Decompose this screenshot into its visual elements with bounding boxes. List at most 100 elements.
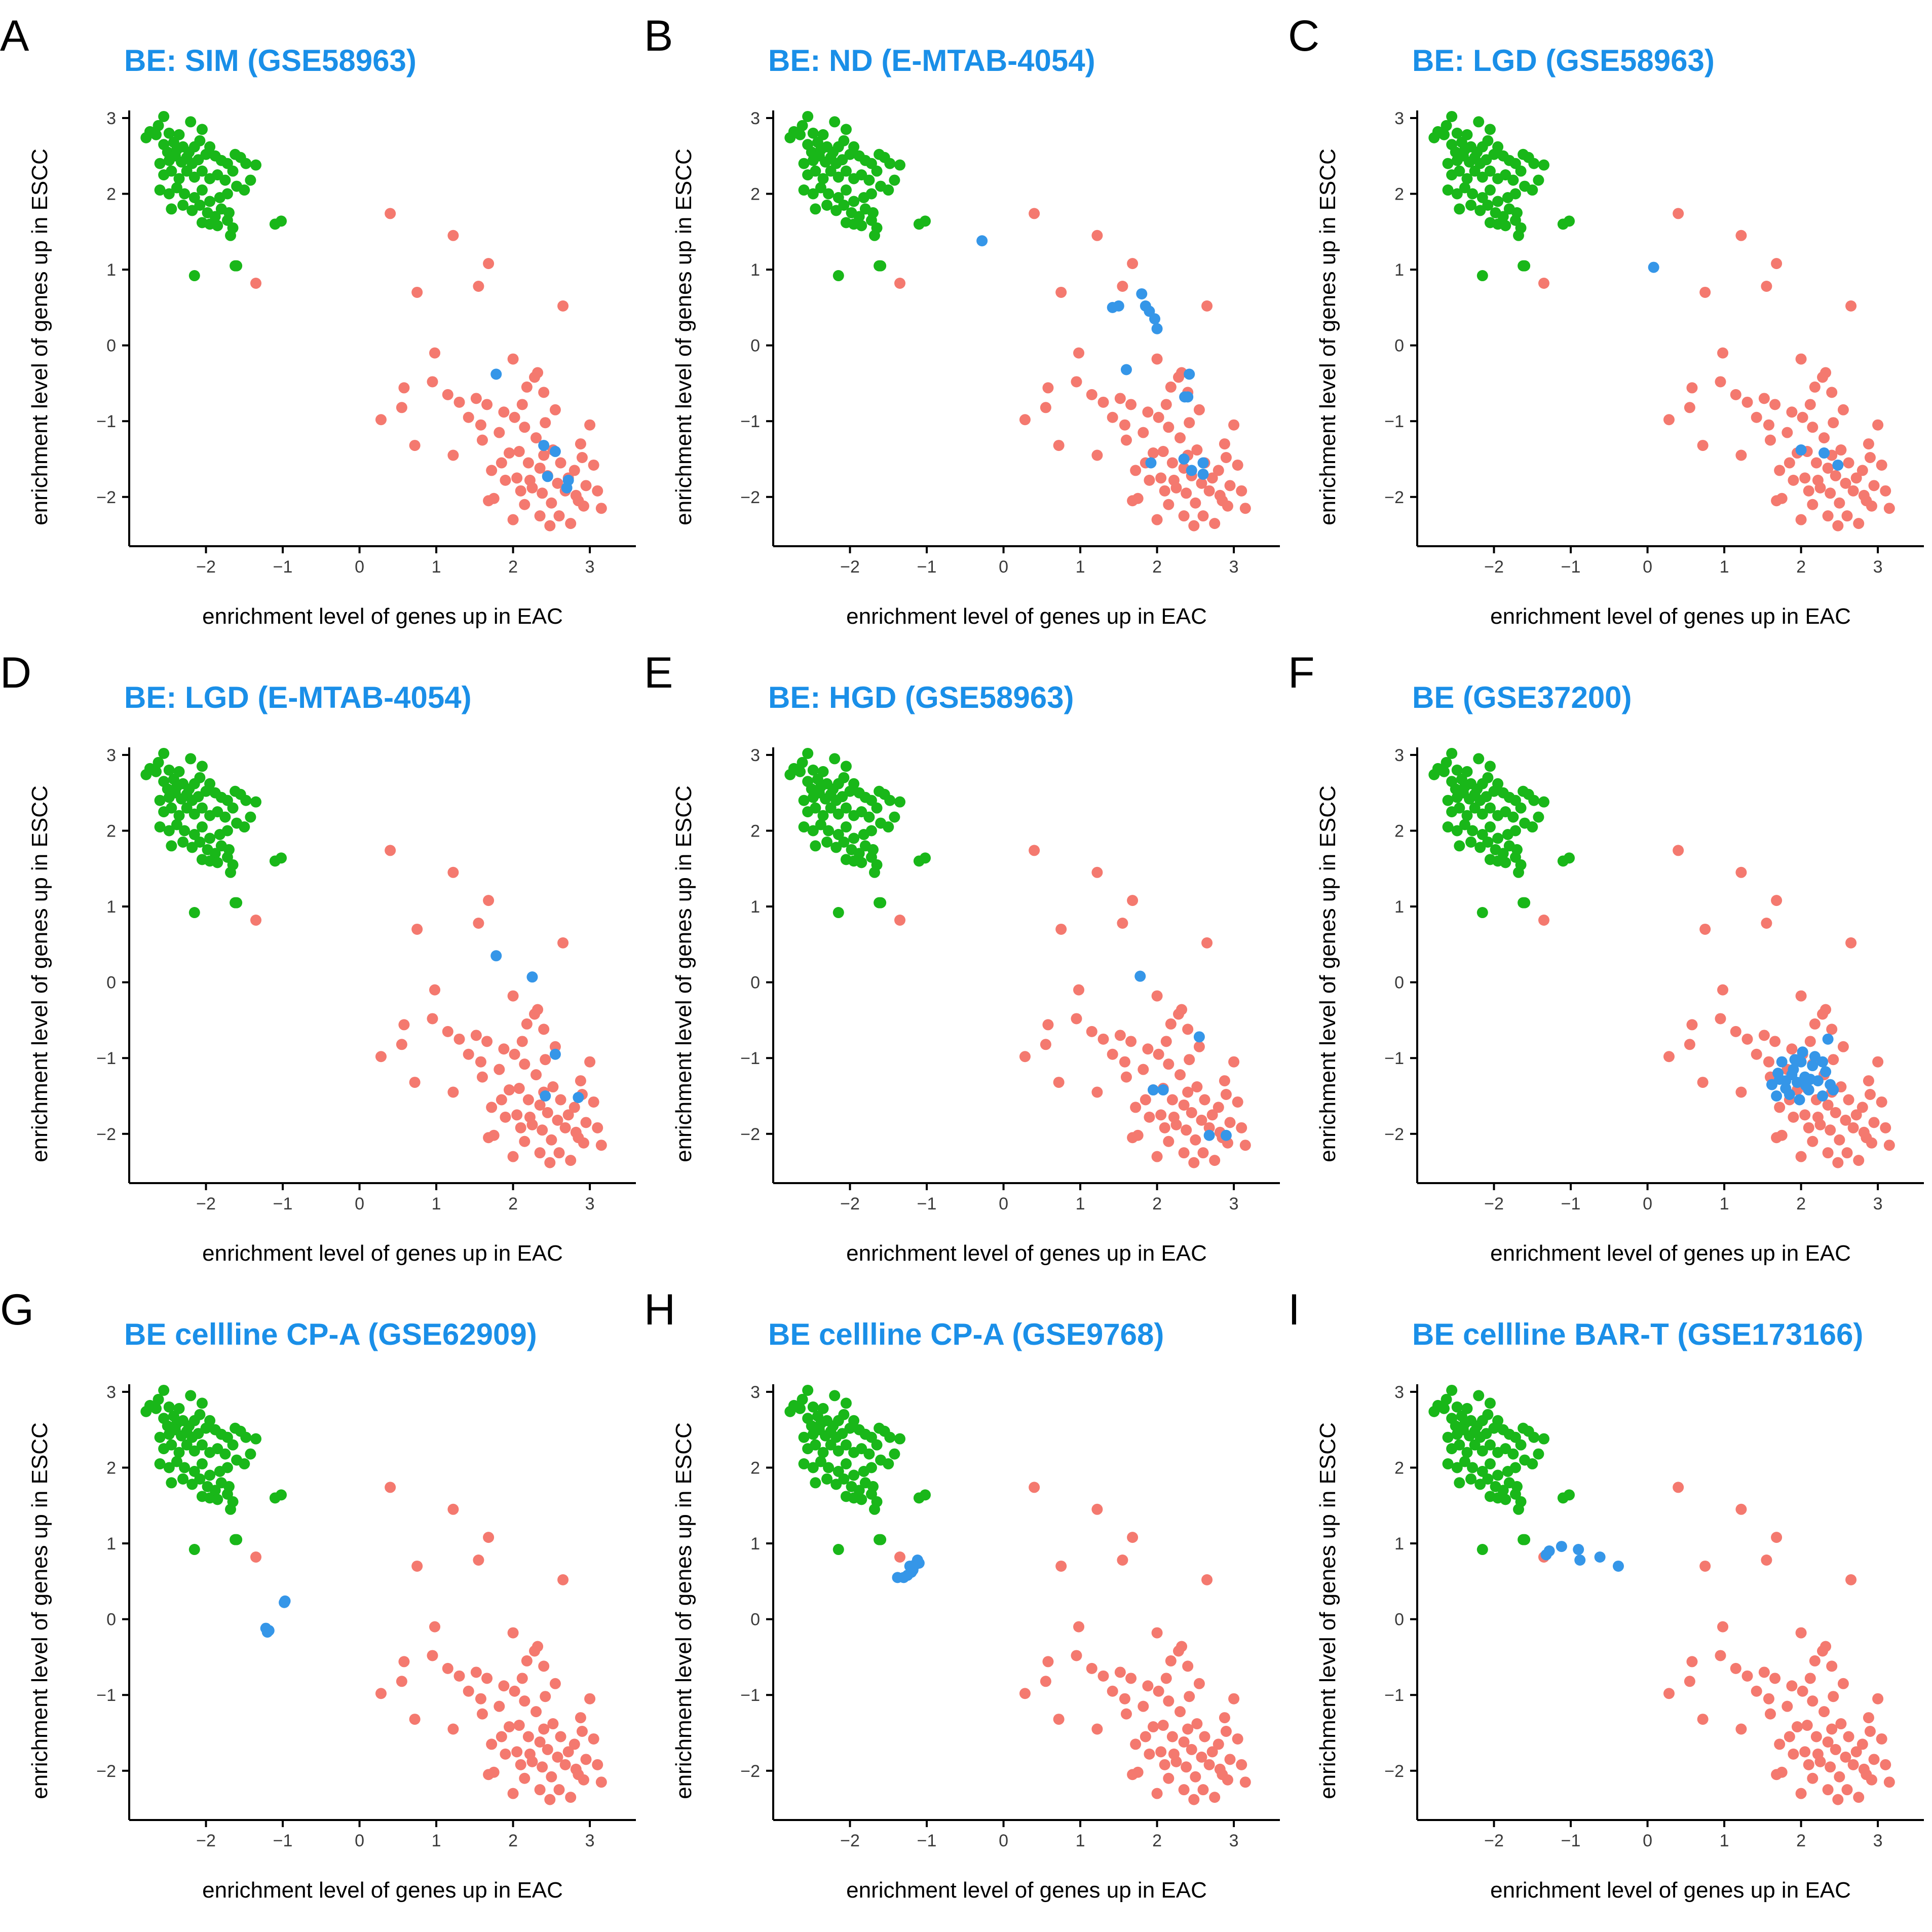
eac-point bbox=[549, 1678, 561, 1689]
escc-point bbox=[227, 802, 239, 814]
escc-point bbox=[1451, 188, 1463, 200]
y-tick-label: 3 bbox=[1394, 1383, 1404, 1402]
be-point bbox=[1820, 1066, 1832, 1078]
eac-point bbox=[1782, 427, 1793, 438]
escc-point bbox=[829, 1390, 841, 1401]
be-point bbox=[1148, 1084, 1159, 1096]
eac-point bbox=[1826, 1723, 1838, 1735]
eac-point bbox=[1840, 1114, 1851, 1126]
escc-point bbox=[871, 1439, 883, 1451]
eac-point bbox=[1097, 396, 1109, 408]
eac-point bbox=[1144, 1748, 1155, 1760]
eac-point bbox=[1771, 495, 1783, 507]
escc-point bbox=[1465, 1473, 1477, 1485]
escc-point bbox=[154, 1431, 166, 1443]
y-tick-label: −2 bbox=[1384, 1762, 1404, 1781]
eac-point bbox=[559, 1122, 571, 1133]
y-tick-label: 2 bbox=[750, 1459, 760, 1478]
escc-point bbox=[1492, 196, 1504, 207]
escc-point bbox=[798, 1431, 810, 1443]
escc-point bbox=[838, 1409, 850, 1420]
eac-point bbox=[1163, 1135, 1175, 1147]
be-point bbox=[1540, 1549, 1552, 1561]
x-tick-label: −2 bbox=[1484, 1831, 1504, 1850]
eac-point bbox=[1774, 465, 1786, 476]
escc-point bbox=[838, 199, 850, 211]
x-axis-label: enrichment level of genes up in EAC bbox=[202, 1878, 563, 1903]
x-axis-label: enrichment level of genes up in EAC bbox=[1490, 1241, 1851, 1266]
escc-point bbox=[225, 1503, 236, 1515]
x-tick-label: 2 bbox=[1796, 1831, 1806, 1850]
escc-point bbox=[1476, 171, 1488, 183]
eac-point bbox=[1127, 1132, 1139, 1144]
escc-point bbox=[154, 1458, 166, 1470]
eac-point bbox=[1168, 474, 1180, 486]
y-tick-label: −1 bbox=[740, 1049, 760, 1068]
be-point bbox=[1220, 1129, 1232, 1141]
eac-point bbox=[531, 1069, 542, 1081]
escc-point bbox=[1484, 821, 1496, 833]
eac-point bbox=[411, 923, 423, 935]
eac-point bbox=[534, 1099, 546, 1111]
escc-point bbox=[150, 1403, 162, 1414]
x-tick-label: 3 bbox=[585, 1194, 595, 1214]
eac-point bbox=[1538, 278, 1549, 289]
eac-point bbox=[1220, 1726, 1232, 1737]
escc-point bbox=[163, 764, 175, 776]
eac-point bbox=[1091, 449, 1103, 461]
eac-point bbox=[542, 1107, 553, 1118]
eac-point bbox=[538, 1660, 550, 1672]
eac-point bbox=[476, 434, 488, 446]
escc-point bbox=[865, 825, 877, 837]
be-point bbox=[549, 1048, 561, 1060]
escc-point bbox=[1442, 794, 1454, 806]
escc-point bbox=[848, 196, 860, 207]
y-tick-label: −1 bbox=[1384, 1049, 1404, 1068]
escc-point bbox=[863, 1448, 875, 1460]
eac-point bbox=[1040, 1039, 1051, 1050]
escc-point bbox=[225, 230, 236, 241]
panel-title: BE: SIM (GSE58963) bbox=[124, 44, 416, 78]
y-tick-label: 3 bbox=[1394, 109, 1404, 128]
escc-point bbox=[784, 769, 796, 780]
eac-point bbox=[1807, 1135, 1819, 1147]
escc-point bbox=[894, 159, 905, 171]
escc-point bbox=[1469, 1439, 1481, 1451]
eac-point bbox=[1119, 1693, 1130, 1704]
eac-point bbox=[1197, 1147, 1209, 1159]
eac-point bbox=[578, 500, 589, 512]
eac-point bbox=[1880, 1759, 1891, 1770]
escc-point bbox=[1441, 120, 1452, 131]
escc-point bbox=[245, 174, 256, 186]
eac-point bbox=[1835, 444, 1847, 456]
eac-point bbox=[470, 393, 482, 404]
eac-point bbox=[1769, 399, 1781, 410]
eac-point bbox=[453, 1033, 465, 1045]
eac-point bbox=[580, 1754, 592, 1765]
eac-point bbox=[1232, 459, 1243, 471]
eac-point bbox=[1151, 1151, 1163, 1162]
be-point bbox=[1197, 457, 1209, 469]
escc-point bbox=[140, 769, 152, 780]
escc-point bbox=[807, 1401, 819, 1413]
eac-point bbox=[1213, 1738, 1224, 1750]
escc-point bbox=[1461, 810, 1473, 821]
escc-point bbox=[1533, 811, 1544, 823]
escc-point bbox=[1484, 184, 1496, 196]
eac-point bbox=[481, 1673, 493, 1684]
eac-point bbox=[1853, 1155, 1865, 1166]
eac-point bbox=[1201, 1574, 1213, 1585]
escc-point bbox=[889, 811, 900, 823]
eac-point bbox=[1097, 1670, 1109, 1682]
escc-point bbox=[158, 747, 170, 759]
be-point bbox=[1149, 313, 1161, 325]
escc-point bbox=[1527, 1458, 1538, 1470]
escc-point bbox=[871, 165, 883, 177]
escc-point bbox=[245, 811, 256, 823]
eac-point bbox=[1830, 470, 1841, 481]
eac-point bbox=[1184, 1691, 1195, 1702]
eac-point bbox=[1786, 1680, 1798, 1692]
panel-title: BE: HGD (GSE58963) bbox=[768, 680, 1074, 714]
eac-point bbox=[1741, 1670, 1753, 1682]
x-tick-label: −2 bbox=[196, 1831, 216, 1850]
